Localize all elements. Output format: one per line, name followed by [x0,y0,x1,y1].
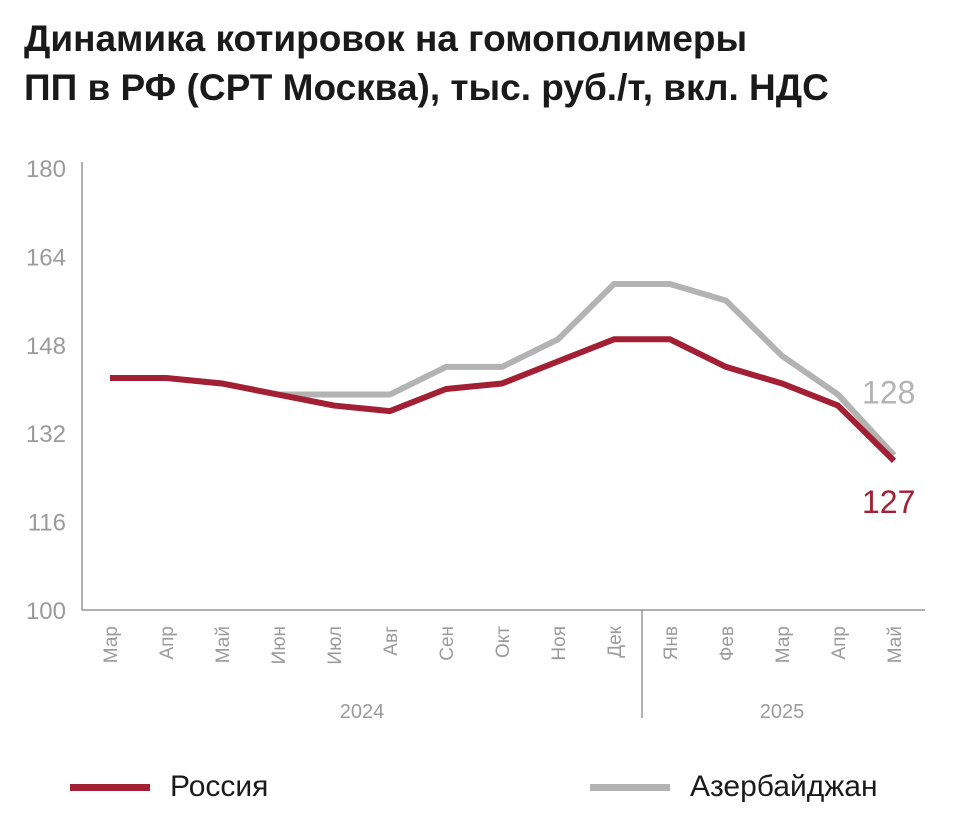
chart-series [110,281,897,463]
y-tick-label: 164 [26,244,66,271]
x-tick-label: Фев [717,626,738,661]
legend-swatch-russia [70,783,150,791]
x-tick-label: Ноя [549,626,570,661]
year-label: 2025 [760,701,805,723]
x-tick-label: Июл [325,626,346,665]
series-end-labels: 128 127 [862,374,915,520]
y-axis-ticks: 100 116 132 148 164 180 [26,156,66,625]
y-tick-label: 148 [26,333,66,360]
x-tick-label: Июн [269,626,290,664]
y-tick-label: 116 [28,510,66,537]
x-tick-label: Окт [493,626,514,658]
series-line-russia [110,336,897,463]
x-tick-label: Мар [773,626,794,663]
end-value-label: 128 [862,374,915,410]
legend-item-russia: Россия [70,770,268,804]
x-tick-label: Апр [157,626,178,660]
x-axis-ticks: Мар Апр Май Июн Июл Авг Сен Окт Ноя Дек Янв Фев Мар А… [101,610,906,723]
x-tick-label: Янв [661,626,682,660]
legend-label-azerbaijan: Азербайджан [690,770,878,803]
end-value-label: 127 [862,484,915,520]
legend-swatch-azerbaijan [590,783,670,791]
chart-title: Динамика котировок на гомополимеры ПП в … [24,14,829,112]
y-tick-label: 100 [26,598,66,625]
chart-title-line-1: Динамика котировок на гомополимеры [24,18,748,59]
y-tick-label: 180 [26,156,66,183]
legend-label-russia: Россия [170,770,269,803]
x-tick-label: Май [213,626,234,663]
legend-item-azerbaijan: Азербайджан [590,770,878,804]
chart-title-line-2: ПП в РФ (СРТ Москва), тыс. руб./т, вкл. … [24,67,829,108]
x-tick-label: Дек [605,625,626,657]
chart-axes [81,162,925,611]
x-tick-label: Сен [437,626,458,661]
x-tick-label: Апр [829,626,850,660]
line-chart: 100 116 132 148 164 180 Мар Апр Май Июн Июл Авг Сен… [26,156,925,723]
x-tick-label: Май [885,626,906,663]
series-line-azerbaijan [110,281,897,458]
x-tick-label: Авг [381,626,402,656]
y-tick-label: 132 [26,421,66,448]
year-label: 2024 [340,701,385,723]
x-tick-label: Мар [101,626,122,663]
